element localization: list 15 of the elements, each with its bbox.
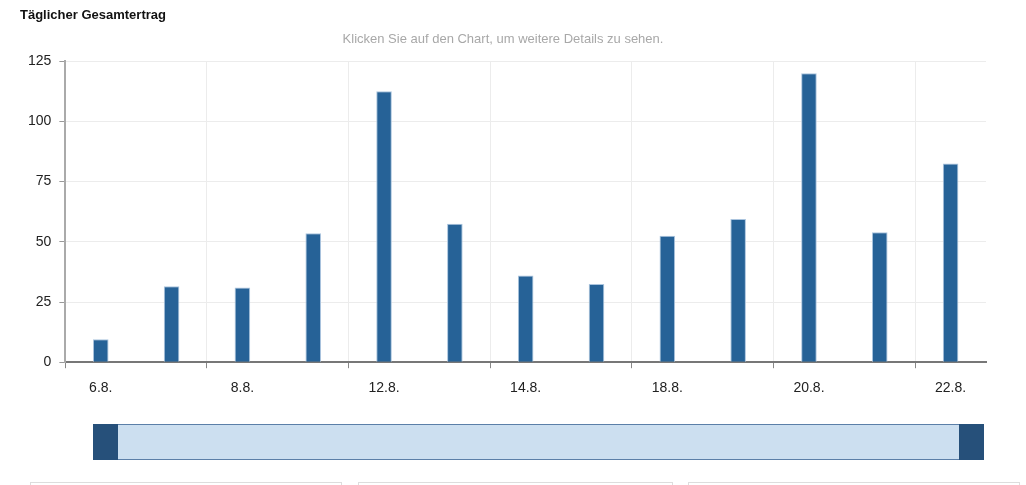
y-tick-label: 0: [43, 353, 52, 370]
chart-title: Täglicher Gesamtertrag: [20, 7, 166, 23]
y-tick-label: 50: [35, 232, 52, 249]
x-tick-label: 20.8.: [793, 379, 825, 396]
x-tick-label: 18.8.: [651, 379, 683, 396]
y-tick-label: 100: [28, 112, 52, 129]
chart-subtitle: Klicken Sie auf den Chart, um weitere Details zu sehen.: [342, 30, 664, 46]
x-tick-label: 22.8.: [935, 379, 967, 396]
y-tick-label: 25: [35, 292, 52, 309]
y-tick-label: 75: [35, 172, 52, 189]
x-tick-label: 12.8.: [368, 379, 400, 396]
y-tick-label: 125: [28, 52, 52, 69]
x-tick-label: 14.8.: [510, 379, 542, 396]
x-tick-label: 6.8.: [89, 379, 113, 396]
x-tick-label: 8.8.: [230, 379, 255, 396]
